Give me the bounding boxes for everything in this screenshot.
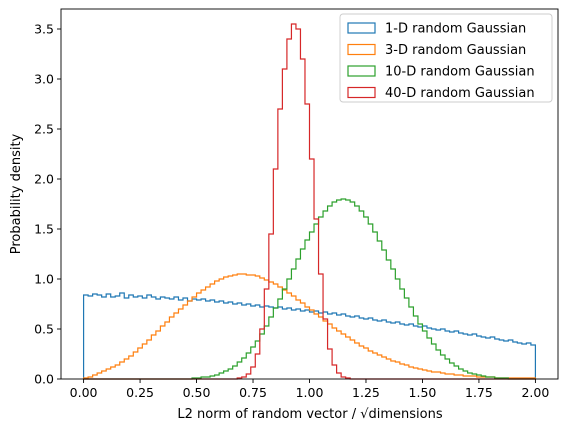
legend-label: 1-D random Gaussian [385, 22, 526, 37]
y-tick-label: 2.5 [34, 122, 54, 137]
histogram-series-3 [83, 198, 536, 380]
y-tick-label: 1.0 [34, 272, 54, 287]
y-tick-label: 0.5 [34, 322, 54, 337]
legend-label: 40-D random Gaussian [385, 86, 535, 101]
histogram-series-2 [82, 273, 537, 379]
legend-swatch [347, 22, 376, 34]
legend-swatch [347, 65, 376, 77]
y-tick-label: 0.0 [34, 372, 54, 387]
x-tick-label: 1.25 [352, 385, 380, 400]
y-tick-label: 2.0 [34, 172, 54, 187]
x-tick-label: 2.00 [521, 385, 549, 400]
y-tick-label: 3.0 [34, 72, 54, 87]
y-axis-label: Probability density [9, 133, 24, 254]
legend-label: 10-D random Gaussian [385, 65, 535, 80]
x-tick-label: 1.50 [409, 385, 437, 400]
legend: 1-D random Gaussian 3-D random Gaussian 10… [339, 13, 553, 103]
x-axis-label: L2 norm of random vector / √dimensions [177, 407, 442, 422]
y-tick-label: 3.5 [34, 22, 54, 37]
x-tick-label: 0.75 [239, 385, 267, 400]
x-tick-label: 1.00 [296, 385, 324, 400]
legend-box [339, 13, 553, 103]
x-axis-ticks: 0.00 0.25 0.50 0.75 1.00 1.25 1.50 1.75 2.00 [70, 379, 549, 400]
y-axis-ticks: 0.0 0.5 1.0 1.5 2.0 2.5 3.0 3.5 [34, 22, 61, 387]
x-tick-label: 1.75 [465, 385, 493, 400]
histogram-series-1 [82, 292, 537, 379]
legend-label: 3-D random Gaussian [385, 43, 526, 58]
x-tick-label: 0.00 [70, 385, 98, 400]
y-tick-label: 1.5 [34, 222, 54, 237]
legend-swatch [347, 43, 376, 56]
x-tick-label: 0.50 [183, 385, 211, 400]
legend-swatch [347, 86, 376, 99]
x-tick-label: 0.25 [126, 385, 154, 400]
